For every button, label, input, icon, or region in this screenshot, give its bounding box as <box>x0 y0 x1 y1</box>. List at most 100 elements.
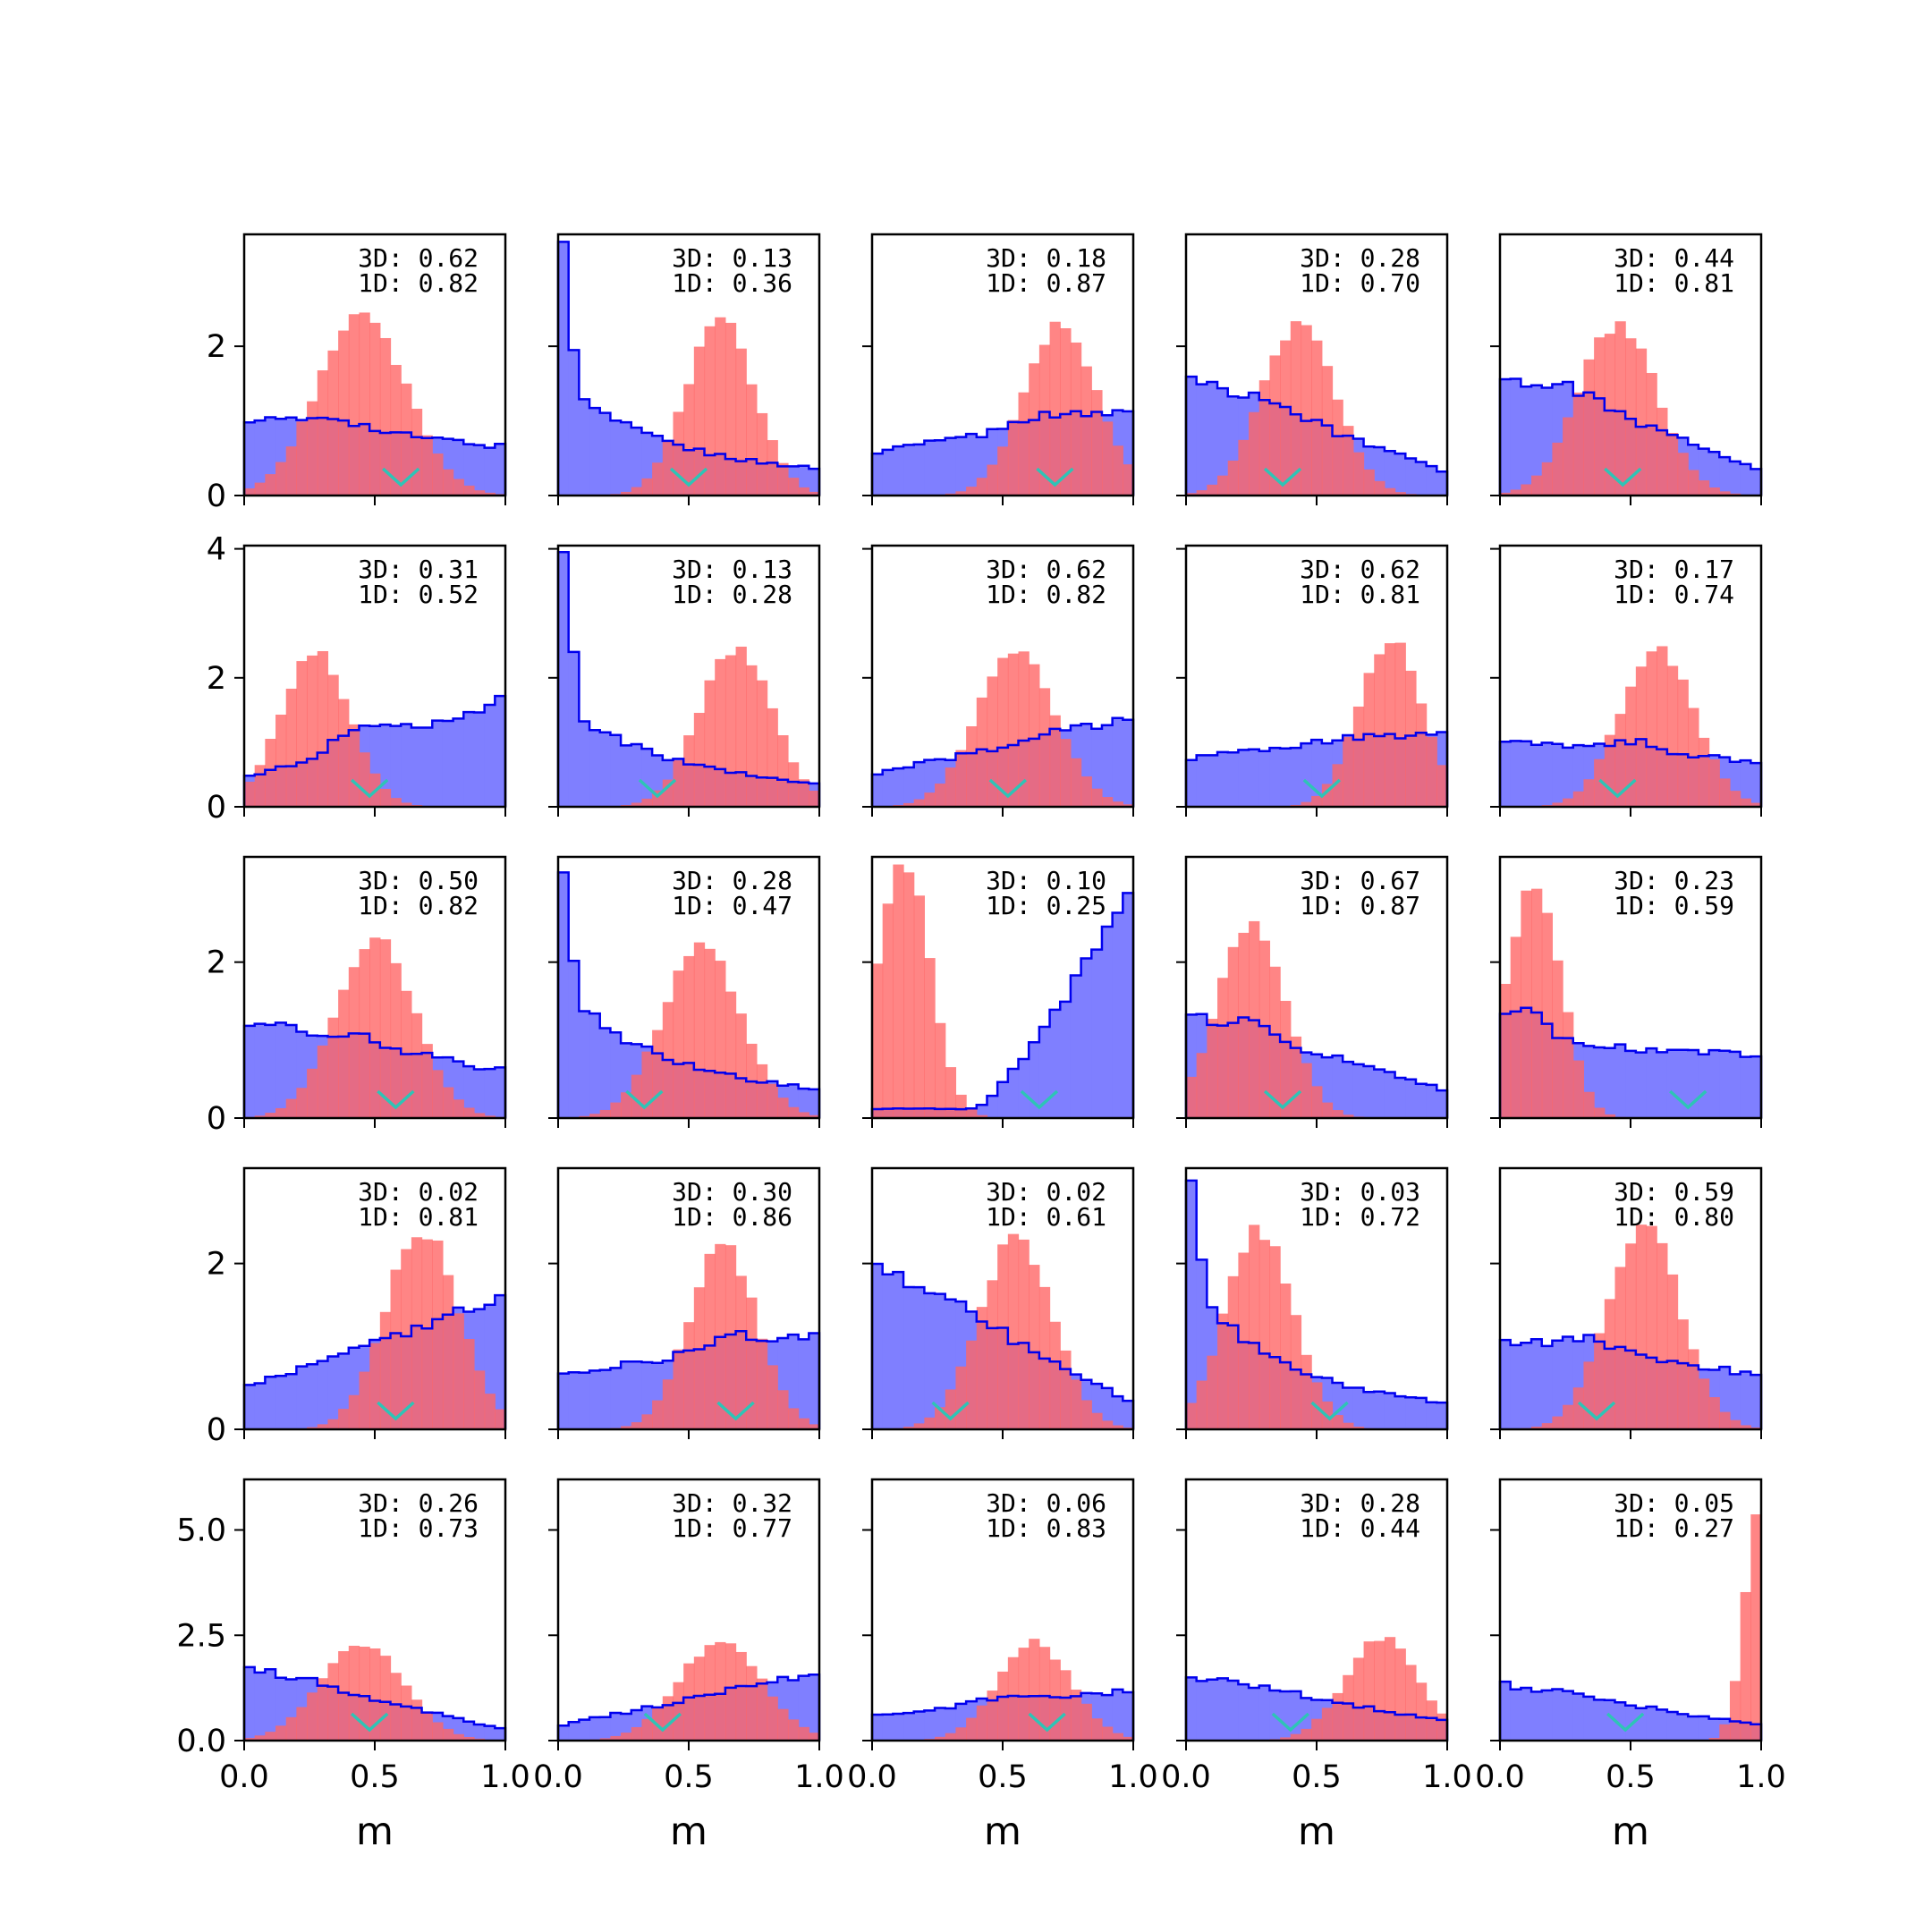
red-bar <box>683 1663 695 1741</box>
red-bar <box>1007 419 1020 496</box>
blue-bar <box>484 1069 496 1118</box>
marker-chevron <box>377 1089 415 1110</box>
red-bar <box>809 790 820 807</box>
stat-3d: 3D: 0.62 <box>1300 555 1420 584</box>
red-bar <box>1541 462 1553 496</box>
red-bar <box>652 462 664 496</box>
red-bar <box>1552 1416 1563 1429</box>
blue-bar <box>589 1716 601 1741</box>
red-bar <box>327 1663 339 1741</box>
red-bar <box>401 1249 412 1429</box>
red-bar <box>798 1112 809 1118</box>
red-bar <box>275 1107 287 1118</box>
red-bar <box>1352 1427 1365 1429</box>
blue-outline <box>1184 1676 1449 1741</box>
red-bar <box>432 453 444 496</box>
red-bar <box>987 1280 998 1429</box>
red-bar <box>1301 1354 1312 1429</box>
red-bar <box>746 384 758 496</box>
blue-bar <box>453 718 464 807</box>
red-bar <box>359 752 370 807</box>
blue-bar <box>1572 1693 1585 1741</box>
blue-bar <box>976 1105 988 1118</box>
red-bar <box>715 961 726 1118</box>
red-bar <box>379 1311 392 1429</box>
red-bar <box>1332 764 1343 807</box>
blue-bar <box>1394 453 1406 496</box>
blue-bar <box>473 712 486 807</box>
blue-bar <box>1541 1690 1553 1741</box>
blue-outline <box>242 1665 507 1741</box>
red-bar <box>913 1423 925 1429</box>
red-bar <box>1049 321 1061 496</box>
y-tick-label: 2.5 <box>176 1618 226 1654</box>
red-bar <box>976 1114 988 1118</box>
red-bar <box>338 989 350 1118</box>
blue-bar <box>955 436 967 496</box>
blue-bar <box>599 1369 611 1429</box>
red-bar <box>244 488 256 496</box>
blue-bar <box>579 399 590 496</box>
red-bar <box>1029 363 1040 496</box>
blue-bar <box>484 447 496 496</box>
blue-bar <box>913 444 925 496</box>
red-bar <box>369 1648 381 1741</box>
red-bar <box>1521 484 1532 496</box>
red-bar <box>715 1641 726 1741</box>
red-bar <box>327 350 339 496</box>
red-bar <box>1363 1641 1375 1741</box>
blue-bar <box>1018 1059 1030 1118</box>
blue-bar <box>945 437 957 496</box>
red-bar <box>1301 1063 1312 1118</box>
blue-bar <box>1112 912 1123 1118</box>
red-bar <box>955 1094 967 1118</box>
red-bar <box>1311 340 1323 496</box>
blue-bar <box>882 449 894 496</box>
stat-1d: 1D: 0.36 <box>672 268 792 298</box>
blue-bar <box>1750 1056 1762 1118</box>
red-bar <box>1018 392 1030 496</box>
red-bar <box>265 474 276 496</box>
red-bar <box>631 1726 643 1741</box>
blue-bar <box>1280 748 1292 807</box>
blue-bar <box>265 1669 276 1741</box>
red-bar <box>1352 452 1365 496</box>
blue-bar <box>296 1366 308 1429</box>
red-bar <box>724 322 737 496</box>
red-bar <box>484 1394 496 1429</box>
red-bar <box>777 735 789 807</box>
blue-bar <box>1594 1047 1606 1118</box>
blue-bar <box>568 1372 580 1429</box>
red-bar <box>359 312 370 496</box>
red-bar <box>1708 487 1720 496</box>
blue-bar <box>1332 1055 1343 1118</box>
blue-bar <box>924 1292 936 1429</box>
stat-3d: 3D: 0.62 <box>986 555 1106 584</box>
red-bar <box>338 1409 350 1429</box>
red-bar <box>1666 1274 1679 1429</box>
x-tick-label: 0.0 <box>533 1759 583 1795</box>
red-bar <box>473 490 486 496</box>
red-bar <box>421 1044 433 1118</box>
red-bar <box>1352 1657 1365 1741</box>
red-bar <box>411 1237 423 1429</box>
red-bar <box>1552 802 1563 807</box>
red-bar <box>945 1389 957 1429</box>
red-bar <box>275 714 287 807</box>
red-bar <box>767 708 778 807</box>
red-bar <box>1572 392 1585 496</box>
blue-bar <box>1227 1681 1239 1741</box>
red-bar <box>1583 1091 1595 1118</box>
red-bar <box>348 1394 360 1429</box>
stat-1d: 1D: 0.61 <box>986 1202 1106 1232</box>
red-bar <box>955 491 967 496</box>
red-bar <box>1531 1426 1543 1429</box>
blue-bar <box>1301 743 1312 807</box>
red-bar <box>1510 489 1521 496</box>
x-tick-label: 1.0 <box>1108 1759 1158 1795</box>
red-bar <box>307 1068 318 1118</box>
red-bar <box>1552 442 1563 496</box>
red-bar <box>1719 1724 1731 1741</box>
stat-3d: 3D: 0.28 <box>672 866 792 895</box>
